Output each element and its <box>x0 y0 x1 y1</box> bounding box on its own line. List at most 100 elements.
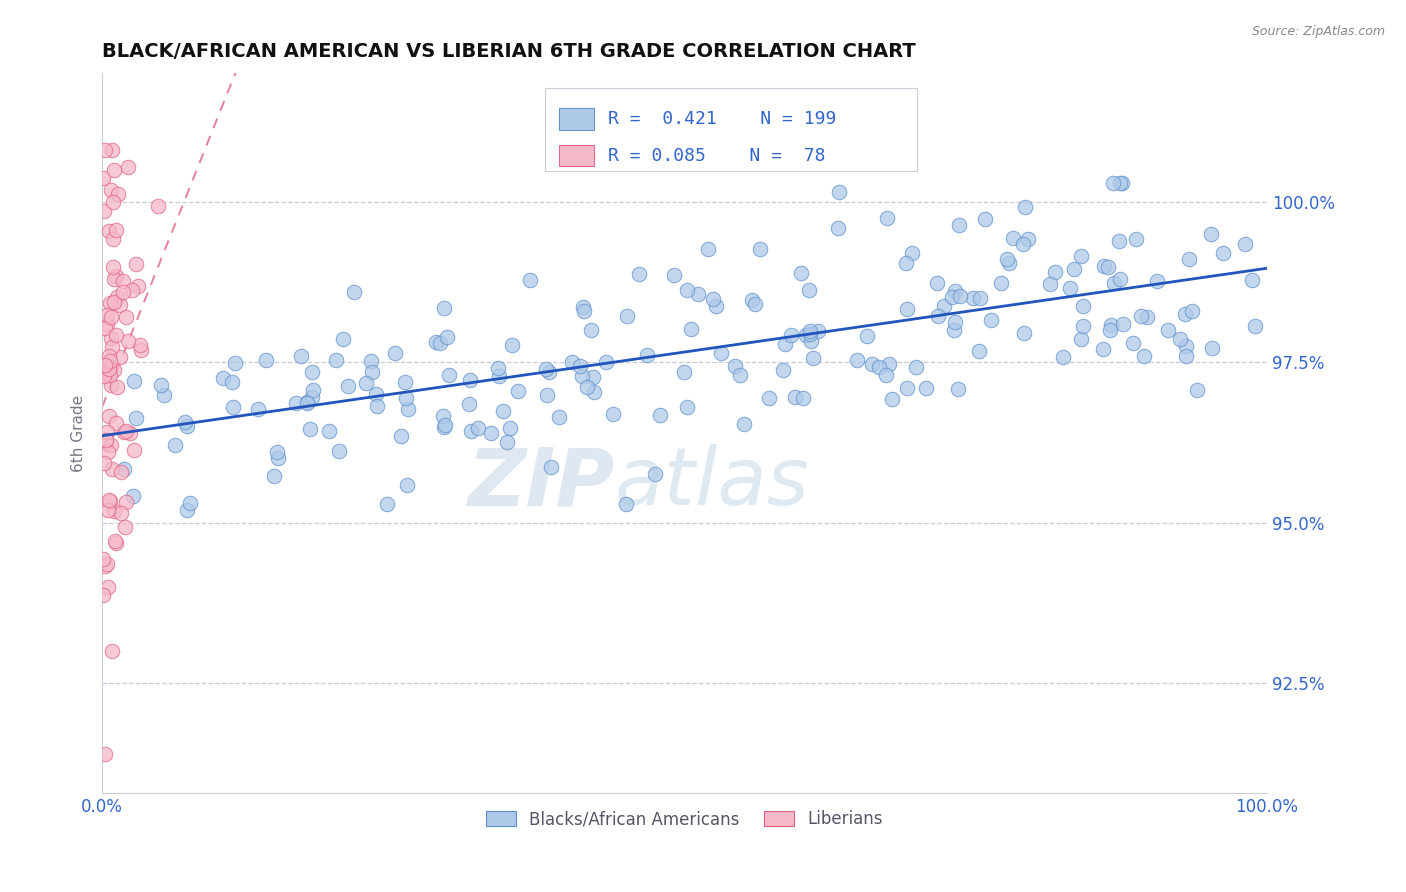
Point <box>1102 276 1125 290</box>
Point <box>1201 341 1223 355</box>
Point <box>115 424 138 438</box>
Point <box>949 289 972 303</box>
Point <box>104 534 127 549</box>
Point <box>1212 246 1234 260</box>
Point <box>673 365 696 379</box>
Point <box>1011 237 1033 252</box>
Point <box>780 327 803 342</box>
Point <box>1168 332 1191 346</box>
Point <box>1244 319 1267 334</box>
Text: BLACK/AFRICAN AMERICAN VS LIBERIAN 6TH GRADE CORRELATION CHART: BLACK/AFRICAN AMERICAN VS LIBERIAN 6TH G… <box>103 42 915 61</box>
Point <box>94 434 117 448</box>
Point <box>290 349 312 363</box>
Point <box>389 428 412 442</box>
Point <box>103 163 125 178</box>
Point <box>396 477 419 491</box>
Point <box>432 409 454 423</box>
Point <box>110 465 132 479</box>
Point <box>114 495 136 509</box>
Point <box>360 354 382 368</box>
Text: R = 0.085    N =  78: R = 0.085 N = 78 <box>607 146 825 165</box>
Point <box>676 400 699 414</box>
Point <box>212 371 235 385</box>
Point <box>650 408 672 422</box>
Text: atlas: atlas <box>614 444 810 523</box>
Point <box>100 183 122 197</box>
Point <box>97 223 120 237</box>
Point <box>1157 323 1180 337</box>
Point <box>425 334 447 349</box>
Point <box>394 375 416 389</box>
Point <box>1092 259 1115 273</box>
Point <box>616 309 638 323</box>
Point <box>946 382 969 396</box>
Point <box>93 588 115 602</box>
Point <box>846 353 869 368</box>
Point <box>247 401 270 416</box>
Point <box>1135 310 1157 325</box>
Point <box>366 399 388 413</box>
Point <box>1174 307 1197 321</box>
Y-axis label: 6th Grade: 6th Grade <box>72 394 86 472</box>
Point <box>783 390 806 404</box>
Point <box>97 503 120 517</box>
Point <box>97 580 120 594</box>
Point <box>97 493 120 508</box>
Point <box>117 160 139 174</box>
Point <box>148 199 170 213</box>
Point <box>868 359 890 374</box>
Point <box>179 496 201 510</box>
Point <box>384 345 406 359</box>
Point <box>800 334 823 348</box>
Point <box>302 383 325 397</box>
Point <box>176 503 198 517</box>
Point <box>284 396 307 410</box>
Point <box>97 444 120 458</box>
Point <box>360 366 382 380</box>
Point <box>325 353 347 368</box>
Point <box>101 260 124 275</box>
Point <box>828 185 851 199</box>
Point <box>93 456 115 470</box>
Point <box>364 386 387 401</box>
Point <box>93 552 115 566</box>
Point <box>792 391 814 405</box>
Point <box>1129 309 1152 323</box>
Point <box>93 320 115 334</box>
Point <box>1187 384 1209 398</box>
Point <box>436 329 458 343</box>
Point <box>173 415 195 429</box>
Point <box>506 384 529 399</box>
Point <box>101 232 124 246</box>
Point <box>332 333 354 347</box>
Text: Source: ZipAtlas.com: Source: ZipAtlas.com <box>1251 25 1385 38</box>
Point <box>1014 200 1036 214</box>
Point <box>114 520 136 534</box>
Point <box>122 442 145 457</box>
Point <box>434 417 457 432</box>
Point <box>98 362 121 376</box>
Point <box>943 315 966 329</box>
Point <box>980 313 1002 327</box>
Point <box>458 397 481 411</box>
Point <box>103 363 125 377</box>
Point <box>730 368 752 382</box>
Point <box>1063 262 1085 277</box>
Point <box>710 345 733 359</box>
Point <box>96 317 118 331</box>
Point <box>803 351 825 365</box>
Point <box>1125 232 1147 246</box>
Point <box>328 443 350 458</box>
Point <box>98 368 121 382</box>
Point <box>149 377 172 392</box>
Point <box>94 359 117 373</box>
Point <box>336 378 359 392</box>
Point <box>943 284 966 298</box>
Point <box>896 301 918 316</box>
Point <box>301 365 323 379</box>
Point <box>901 245 924 260</box>
Point <box>749 243 772 257</box>
Point <box>100 310 122 324</box>
Point <box>129 343 152 357</box>
Point <box>1059 280 1081 294</box>
